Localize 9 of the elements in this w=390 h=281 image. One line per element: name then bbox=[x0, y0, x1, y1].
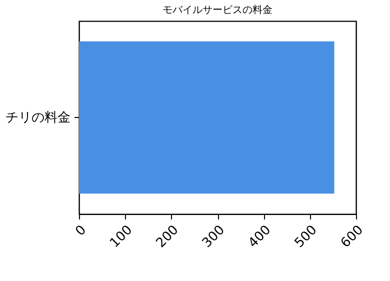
x-tick-label: 400 bbox=[246, 222, 274, 251]
x-tick-label: 100 bbox=[107, 222, 136, 251]
x-tick-label: 500 bbox=[292, 222, 320, 251]
x-tick-label: 600 bbox=[338, 222, 366, 251]
x-tick-label: 300 bbox=[200, 222, 228, 251]
x-tick-label: 200 bbox=[154, 222, 182, 251]
chart-title: モバイルサービスの料金 bbox=[162, 4, 272, 16]
y-tick-label: チリの料金 bbox=[6, 110, 70, 124]
x-tick-label: 0 bbox=[72, 222, 90, 240]
